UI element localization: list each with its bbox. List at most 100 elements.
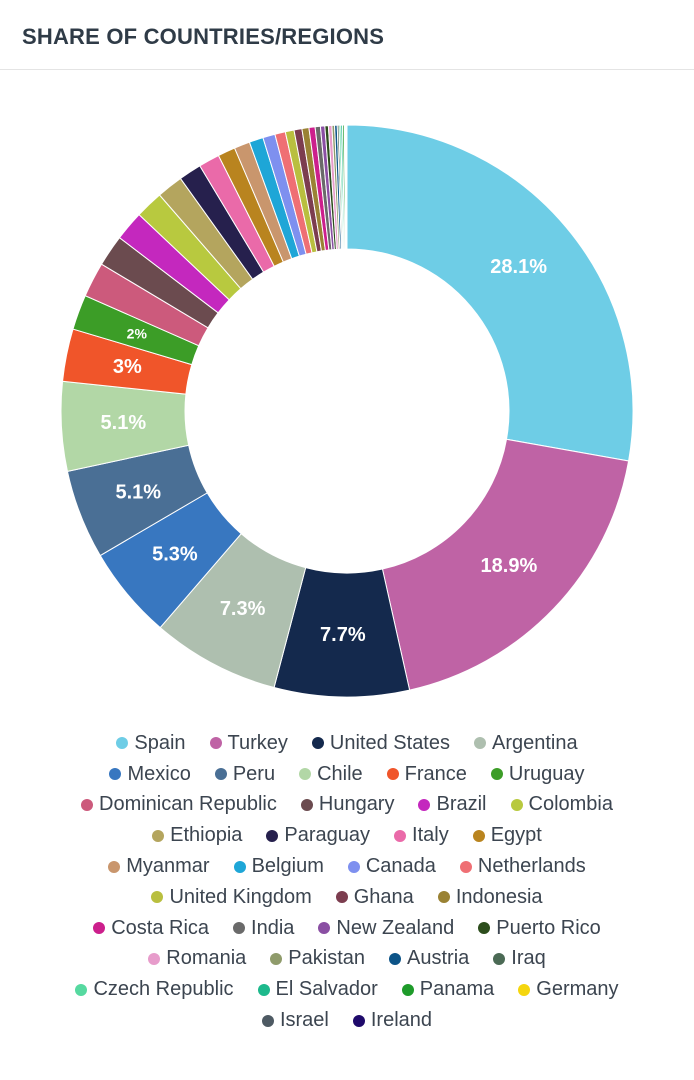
legend-swatch [75, 983, 88, 996]
legend-swatch [257, 983, 270, 996]
legend-item-austria[interactable]: Austria [389, 947, 469, 970]
legend-swatch [490, 768, 503, 781]
legend-item-ghana[interactable]: Ghana [335, 885, 414, 909]
data-label-peru: 5.1% [115, 481, 161, 503]
legend-label: Canada [365, 855, 436, 878]
slice-spain[interactable] [346, 124, 634, 462]
legend-item-israel[interactable]: Israel [261, 1009, 329, 1032]
legend-item-panama[interactable]: Panama [401, 978, 494, 1001]
legend-label: Egypt [490, 824, 542, 847]
legend-item-brazil[interactable]: Brazil [418, 793, 487, 816]
legend-label: Belgium [251, 855, 324, 878]
legend-swatch [214, 768, 227, 781]
legend-label: United Kingdom [169, 885, 312, 908]
legend-item-germany[interactable]: Germany [518, 978, 619, 1001]
legend-label: India [251, 916, 295, 939]
legend-item-spain[interactable]: Spain [116, 732, 186, 755]
chart-title: SHARE OF COUNTRIES/REGIONS [22, 24, 385, 49]
legend-item-pakistan[interactable]: Pakistan [270, 947, 365, 970]
legend-swatch [233, 860, 246, 873]
legend-label: Hungary [318, 793, 395, 816]
legend-label: Ghana [353, 885, 414, 908]
legend-swatch [300, 798, 313, 811]
legend-item-canada[interactable]: Canada [347, 855, 436, 878]
legend-item-myanmar[interactable]: Myanmar [108, 855, 210, 878]
legend-label: Pakistan [288, 947, 366, 970]
legend-item-belgium[interactable]: Belgium [233, 855, 324, 878]
legend-item-netherlands[interactable]: Netherlands [459, 855, 586, 878]
legend-item-new-zealand[interactable]: New Zealand [318, 917, 454, 940]
legend-row: Costa Rica India New Zealand Puerto Rico [0, 913, 694, 944]
legend-label: Germany [536, 978, 619, 1001]
legend-label: Austria [407, 947, 470, 970]
legend-row: Israel Ireland [0, 1005, 694, 1036]
legend-swatch [108, 860, 121, 873]
donut-chart: 28.1% 18.9% 7.7% 7.3% 5.3% 5.1% 5.1% 3% 2% [60, 124, 634, 698]
legend-item-czech-republic[interactable]: Czech Republic [75, 978, 234, 1001]
legend-item-costa-rica[interactable]: Costa Rica [93, 917, 209, 940]
slice-turkey[interactable] [381, 438, 630, 691]
legend-item-el-salvador[interactable]: El Salvador [257, 978, 378, 1001]
legend-swatch [81, 798, 93, 811]
legend-item-egypt[interactable]: Egypt [472, 824, 542, 847]
slice-ireland[interactable] [345, 124, 348, 250]
legend-swatch [418, 798, 431, 811]
legend-item-peru[interactable]: Peru [214, 762, 276, 786]
legend-label: Uruguay [508, 762, 585, 785]
legend-row: Myanmar Belgium Canada Netherlands [0, 851, 694, 882]
legend-item-ireland[interactable]: Ireland [352, 1009, 433, 1032]
data-label-mexico: 5.3% [152, 543, 198, 565]
legend-row: Romania Pakistan Austria Iraq [0, 944, 694, 975]
legend-item-paraguay[interactable]: Paraguay [266, 824, 370, 847]
legend-item-dominican-republic[interactable]: Dominican Republic [81, 793, 277, 816]
legend-label: Dominican Republic [99, 793, 277, 816]
legend-item-mexico[interactable]: Mexico [109, 762, 191, 786]
legend-item-chile[interactable]: Chile [299, 763, 363, 786]
legend-swatch [389, 952, 402, 965]
legend-item-uruguay[interactable]: Uruguay [490, 762, 585, 786]
legend-swatch [474, 737, 486, 750]
legend-label: Ireland [370, 1009, 433, 1032]
legend-swatch [261, 1014, 274, 1027]
legend-label: Chile [317, 762, 363, 785]
legend-item-france[interactable]: France [386, 763, 467, 786]
legend-item-united-states[interactable]: United States [311, 731, 450, 755]
legend-swatch [518, 983, 531, 996]
legend-item-argentina[interactable]: Argentina [474, 732, 578, 755]
legend-item-romania[interactable]: Romania [148, 947, 246, 970]
legend-label: Turkey [227, 731, 288, 754]
legend-item-ethiopia[interactable]: Ethiopia [152, 824, 242, 847]
legend-swatch [151, 891, 164, 904]
legend-swatch [152, 829, 165, 842]
legend-swatch [335, 891, 348, 904]
legend-label: Peru [232, 762, 276, 785]
legend-label: Netherlands [477, 855, 586, 878]
legend-label: United States [329, 731, 450, 754]
legend-label: Mexico [127, 762, 191, 785]
legend-item-indonesia[interactable]: Indonesia [437, 885, 543, 909]
legend-swatch [437, 891, 450, 904]
legend-item-india[interactable]: India [233, 917, 294, 940]
legend-item-italy[interactable]: Italy [394, 824, 449, 847]
legend-swatch [266, 829, 279, 842]
legend-item-hungary[interactable]: Hungary [300, 793, 395, 816]
legend-row: Czech Republic El Salvador Panama Germany [0, 974, 694, 1005]
legend-swatch [510, 798, 523, 811]
data-label-argentina: 7.3% [220, 598, 266, 620]
legend-row: Mexico Peru Chile France Uruguay [0, 759, 694, 790]
legend-item-turkey[interactable]: Turkey [209, 731, 288, 755]
legend-row: Spain Turkey United States Argentina [0, 728, 694, 759]
legend-label: Indonesia [455, 885, 543, 908]
legend-item-iraq[interactable]: Iraq [493, 947, 546, 970]
legend-item-united-kingdom[interactable]: United Kingdom [151, 885, 312, 909]
legend-swatch [318, 922, 331, 935]
data-label-spain: 28.1% [490, 256, 547, 278]
legend-row: Ethiopia Paraguay Italy Egypt [0, 820, 694, 851]
legend-swatch [109, 768, 122, 781]
legend-item-puerto-rico[interactable]: Puerto Rico [478, 917, 601, 940]
legend-item-colombia[interactable]: Colombia [510, 793, 613, 816]
legend-label: Paraguay [284, 824, 371, 847]
legend-label: Colombia [528, 793, 613, 816]
legend-label: Italy [412, 824, 449, 847]
